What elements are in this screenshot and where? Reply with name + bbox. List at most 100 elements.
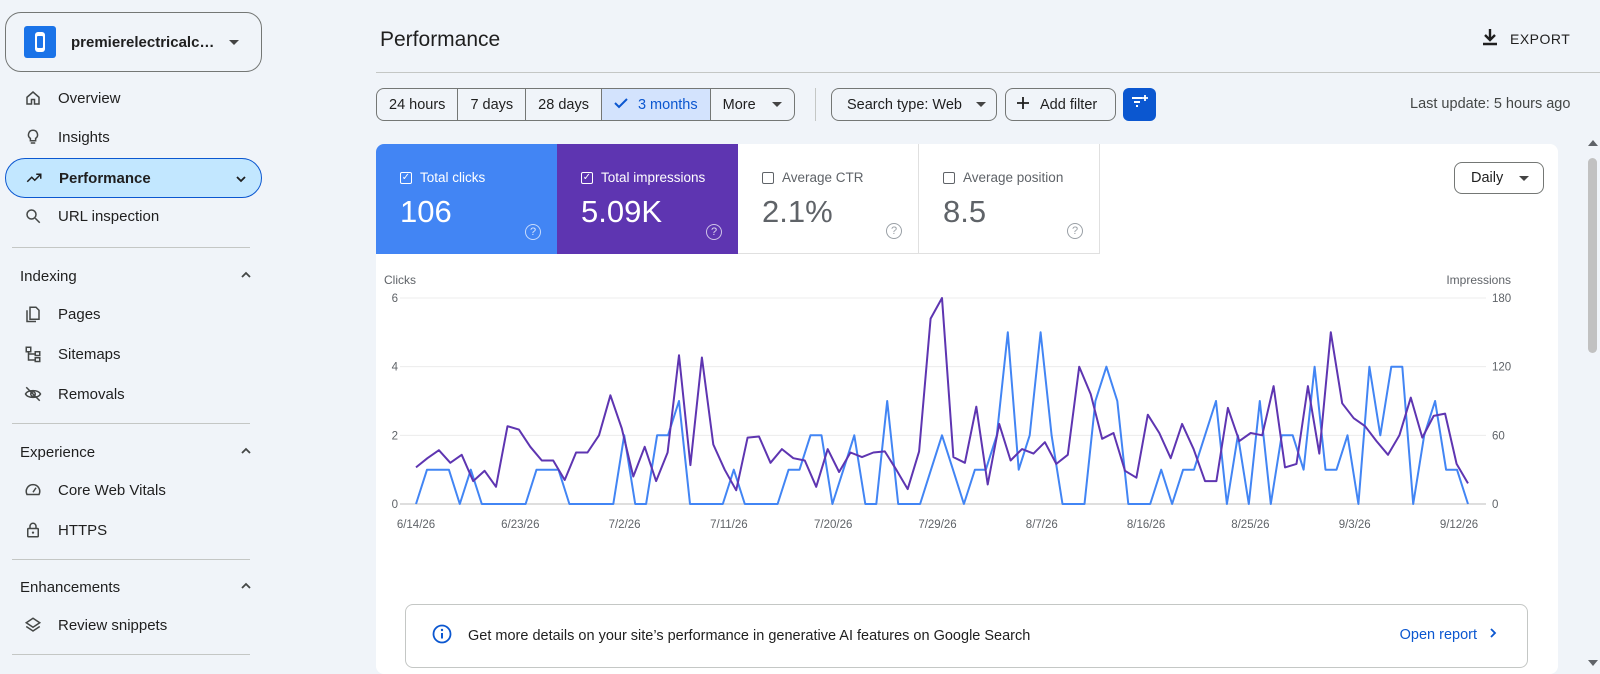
nav-sitemaps[interactable]: Sitemaps	[5, 334, 262, 374]
scrollbar-thumb[interactable]	[1588, 158, 1597, 353]
y-tick-label-left: 4	[392, 362, 399, 374]
help-icon[interactable]: ?	[886, 223, 902, 239]
metric-value: 8.5	[943, 194, 987, 229]
scroll-down-icon[interactable]	[1588, 660, 1598, 666]
range-24-hours[interactable]: 24 hours	[377, 89, 459, 120]
banner-text: Get more details on your site’s performa…	[468, 628, 1031, 644]
performance-card: ✓ Total clicks 106 ? ✓ Total impressions…	[376, 144, 1558, 674]
divider	[376, 72, 1600, 73]
chevron-down-icon	[976, 102, 986, 107]
plus-icon	[1016, 96, 1030, 114]
filter-settings-button[interactable]	[1123, 88, 1156, 121]
scroll-up-icon[interactable]	[1588, 140, 1598, 146]
section-enhancements[interactable]: Enhancements	[20, 575, 252, 599]
range-label: More	[722, 96, 756, 113]
divider	[815, 88, 816, 121]
section-indexing[interactable]: Indexing	[20, 264, 252, 288]
metric-total-impressions[interactable]: ✓ Total impressions 5.09K ?	[557, 144, 738, 254]
metric-label: Average position	[963, 170, 1064, 185]
x-tick-label: 6/23/26	[501, 519, 539, 531]
range-3-months[interactable]: 3 months	[601, 89, 711, 120]
open-report-link[interactable]: Open report	[1400, 627, 1497, 643]
y-tick-label-left: 6	[392, 293, 398, 305]
property-selector[interactable]: premierelectricalcont...	[5, 12, 262, 72]
nav-overview-label: Overview	[58, 89, 121, 107]
chevron-down-icon	[771, 102, 782, 107]
range-label: 7 days	[470, 96, 514, 113]
layers-icon	[23, 615, 43, 635]
metric-total-clicks[interactable]: ✓ Total clicks 106 ?	[376, 144, 557, 254]
metric-header: ✓ Total clicks	[400, 170, 485, 185]
section-enhancements-label: Enhancements	[20, 578, 121, 596]
range-28-days[interactable]: 28 days	[526, 89, 602, 120]
metric-header: Average position	[943, 170, 1063, 185]
checkbox-unchecked-icon[interactable]	[762, 171, 774, 184]
range-7-days[interactable]: 7 days	[458, 89, 527, 120]
section-experience-label: Experience	[20, 443, 96, 461]
divider	[12, 654, 250, 655]
chevron-up-icon	[240, 444, 252, 461]
divider	[12, 247, 250, 248]
metric-average-position[interactable]: Average position 8.5 ?	[919, 144, 1100, 254]
trending-up-icon	[24, 168, 44, 188]
x-tick-label: 8/16/26	[1127, 519, 1165, 531]
export-button[interactable]: EXPORT	[1482, 28, 1570, 49]
nav-pages[interactable]: Pages	[5, 294, 262, 334]
range-more[interactable]: More	[711, 89, 794, 120]
search-icon	[23, 206, 43, 226]
performance-chart: Clicks Impressions 0 0 2 60 4 120 6 180 6/14/26 6/2…	[384, 273, 1511, 531]
add-filter-button[interactable]: Add filter	[1005, 88, 1116, 121]
nav-url-inspection[interactable]: URL inspection	[5, 196, 262, 236]
ai-features-banner: Get more details on your site’s performa…	[405, 604, 1528, 668]
checkbox-unchecked-icon[interactable]	[943, 171, 955, 184]
chevron-down-icon	[1519, 176, 1529, 181]
checkbox-checked-icon[interactable]: ✓	[400, 171, 412, 184]
section-experience[interactable]: Experience	[20, 440, 252, 464]
metric-value: 2.1%	[762, 194, 833, 229]
nav-review-snippets[interactable]: Review snippets	[5, 605, 262, 645]
granularity-dropdown[interactable]: Daily	[1454, 162, 1544, 194]
nav-core-web-vitals-label: Core Web Vitals	[58, 481, 166, 499]
search-type-filter[interactable]: Search type: Web	[831, 88, 997, 121]
nav-performance[interactable]: Performance	[5, 158, 262, 198]
sitemap-icon	[23, 344, 43, 364]
nav-removals[interactable]: Removals	[5, 374, 262, 414]
filter-list-icon	[1131, 94, 1149, 115]
nav-insights[interactable]: Insights	[5, 117, 262, 157]
date-range-selector: 24 hours 7 days 28 days 3 months More	[376, 88, 795, 121]
metric-header: ✓ Total impressions	[581, 170, 705, 185]
chevron-up-icon	[240, 268, 252, 285]
help-icon[interactable]: ?	[525, 224, 541, 240]
visibility-off-icon	[23, 384, 43, 404]
series-line-impressions	[415, 297, 1469, 492]
nav-https[interactable]: HTTPS	[5, 510, 262, 550]
help-icon[interactable]: ?	[1067, 223, 1083, 239]
nav-insights-label: Insights	[58, 128, 110, 146]
x-tick-label: 7/2/26	[609, 519, 641, 531]
section-indexing-label: Indexing	[20, 267, 77, 285]
nav-overview[interactable]: Overview	[5, 78, 262, 118]
nav-sitemaps-label: Sitemaps	[58, 345, 121, 363]
help-icon[interactable]: ?	[706, 224, 722, 240]
nav-core-web-vitals[interactable]: Core Web Vitals	[5, 470, 262, 510]
chevron-up-icon	[240, 579, 252, 596]
check-icon	[614, 97, 628, 113]
scrollbar[interactable]	[1585, 138, 1600, 674]
x-tick-label: 8/7/26	[1026, 519, 1058, 531]
nav-review-snippets-label: Review snippets	[58, 616, 168, 634]
metric-label: Average CTR	[782, 170, 864, 185]
y-tick-label-right: 0	[1492, 499, 1498, 511]
metric-average-ctr[interactable]: Average CTR 2.1% ?	[738, 144, 919, 254]
home-icon	[23, 88, 43, 108]
checkbox-checked-icon[interactable]: ✓	[581, 171, 593, 184]
download-icon	[1482, 28, 1498, 49]
lock-icon	[23, 520, 43, 540]
property-logo-icon	[24, 26, 56, 58]
range-label: 3 months	[637, 96, 698, 113]
y-tick-label-right: 60	[1492, 430, 1505, 442]
open-report-label: Open report	[1399, 627, 1477, 643]
sidebar: premierelectricalcont... Overview Insigh…	[0, 0, 262, 674]
pages-icon	[23, 304, 43, 324]
chevron-down-icon	[235, 172, 247, 190]
range-label: 28 days	[538, 96, 589, 113]
